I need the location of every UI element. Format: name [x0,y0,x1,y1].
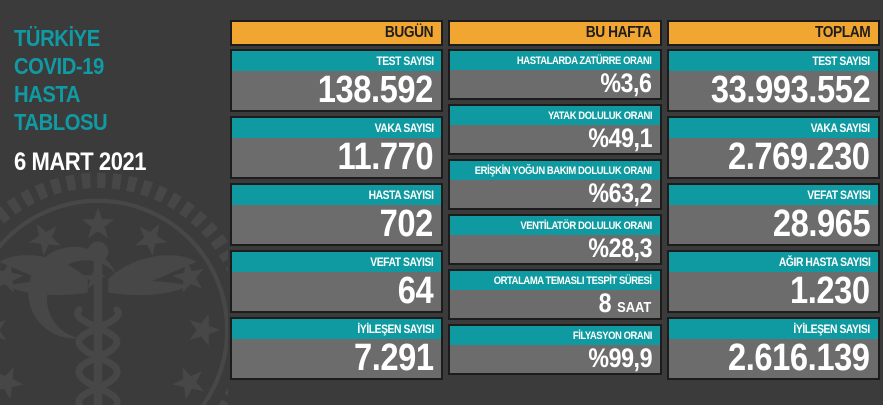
stat-label: ERİŞKİN YOĞUN BAKIM DOLULUK ORANI [450,161,660,180]
stat-value: 2.769.230 [668,138,878,177]
stat-label: VEFAT SAYISI [232,252,442,272]
column-bugun: BUGÜN TEST SAYISI 138.592 VAKA SAYISI 11… [230,20,444,405]
stat-value: 11.770 [232,138,442,177]
stat-block-zaturre-orani: HASTALARDA ZATÜRRE ORANI %3,6 [448,49,662,100]
dashboard-title: TÜRKİYE COVID-19 HASTA TABLOSU [14,24,108,136]
stat-block-vaka-sayisi-toplam: VAKA SAYISI 2.769.230 [666,116,880,179]
stat-block-vaka-sayisi-bugun: VAKA SAYISI 11.770 [230,116,444,179]
stat-value: 64 [232,272,442,311]
title-line: HASTA [14,81,81,107]
title-line: COVID-19 [14,53,104,79]
stat-value: %3,6 [450,70,660,98]
stat-label: İYİLEŞEN SAYISI [668,319,878,339]
stat-value: %28,3 [450,235,660,263]
stat-label: TEST SAYISI [668,51,878,71]
stat-label: ORTALAMA TEMASLI TESPİT SÜRESİ [450,271,660,290]
stat-label: İYİLEŞEN SAYISI [232,319,442,339]
column-bu-hafta: BU HAFTA HASTALARDA ZATÜRRE ORANI %3,6 Y… [448,20,662,405]
stat-block-vefat-sayisi-toplam: VEFAT SAYISI 28.965 [666,183,880,246]
stat-block-iyilesen-sayisi-toplam: İYİLEŞEN SAYISI 2.616.139 [666,317,880,380]
ministry-of-health-logo [0,172,228,405]
stat-value: 8 SAAT [450,290,660,318]
stat-value: %99,9 [450,345,660,373]
stats-board: BUGÜN TEST SAYISI 138.592 VAKA SAYISI 11… [228,0,883,405]
stat-value: 7.291 [232,339,442,378]
stat-block-yatak-doluluk-orani: YATAK DOLULUK ORANI %49,1 [448,104,662,155]
stat-value: %49,1 [450,125,660,153]
stat-block-agir-hasta-sayisi: AĞIR HASTA SAYISI 1.230 [666,250,880,313]
stat-label: TEST SAYISI [232,51,442,71]
stat-label: HASTALARDA ZATÜRRE ORANI [450,51,660,70]
dashboard-date: 6 MART 2021 [14,148,147,176]
column-toplam: TOPLAM TEST SAYISI 33.993.552 VAKA SAYIS… [666,20,880,405]
stat-label: VAKA SAYISI [668,118,878,138]
stat-block-test-sayisi-bugun: TEST SAYISI 138.592 [230,49,444,112]
stat-block-test-sayisi-toplam: TEST SAYISI 33.993.552 [666,49,880,112]
stat-label: FİLYASYON ORANI [450,326,660,345]
column-header-toplam: TOPLAM [666,20,880,46]
sidebar: TÜRKİYE COVID-19 HASTA TABLOSU 6 MART 20… [0,0,228,405]
stat-label: VENTİLATÖR DOLULUK ORANI [450,216,660,235]
stat-label: VEFAT SAYISI [668,185,878,205]
stat-block-ventilator-doluluk-orani: VENTİLATÖR DOLULUK ORANI %28,3 [448,214,662,265]
stat-block-hasta-sayisi-bugun: HASTA SAYISI 702 [230,183,444,246]
stat-label: AĞIR HASTA SAYISI [668,252,878,272]
column-header-label: BUGÜN [385,24,434,41]
stat-unit: SAAT [617,299,652,316]
stat-value: 138.592 [232,71,442,110]
stat-block-temasli-tespit-suresi: ORTALAMA TEMASLI TESPİT SÜRESİ 8 SAAT [448,269,662,320]
stat-block-iyilesen-sayisi-bugun: İYİLEŞEN SAYISI 7.291 [230,317,444,380]
stat-block-vefat-sayisi-bugun: VEFAT SAYISI 64 [230,250,444,313]
stat-value: %63,2 [450,180,660,208]
stat-block-filyasyon-orani: FİLYASYON ORANI %99,9 [448,324,662,375]
stat-value: 28.965 [668,205,878,244]
stat-value: 2.616.139 [668,339,878,378]
column-header-bugun: BUGÜN [230,20,444,46]
title-line: TÜRKİYE [14,25,100,51]
stat-value: 1.230 [668,272,878,311]
stat-label: VAKA SAYISI [232,118,442,138]
stat-value: 33.993.552 [668,71,878,110]
column-header-label: TOPLAM [814,24,871,41]
column-header-bu-hafta: BU HAFTA [448,20,662,46]
stat-block-yogun-bakim-doluluk-orani: ERİŞKİN YOĞUN BAKIM DOLULUK ORANI %63,2 [448,159,662,210]
title-line: TABLOSU [14,109,108,135]
stat-label: YATAK DOLULUK ORANI [450,106,660,125]
stat-label: HASTA SAYISI [232,185,442,205]
stat-value: 702 [232,205,442,244]
column-header-label: BU HAFTA [585,24,652,41]
